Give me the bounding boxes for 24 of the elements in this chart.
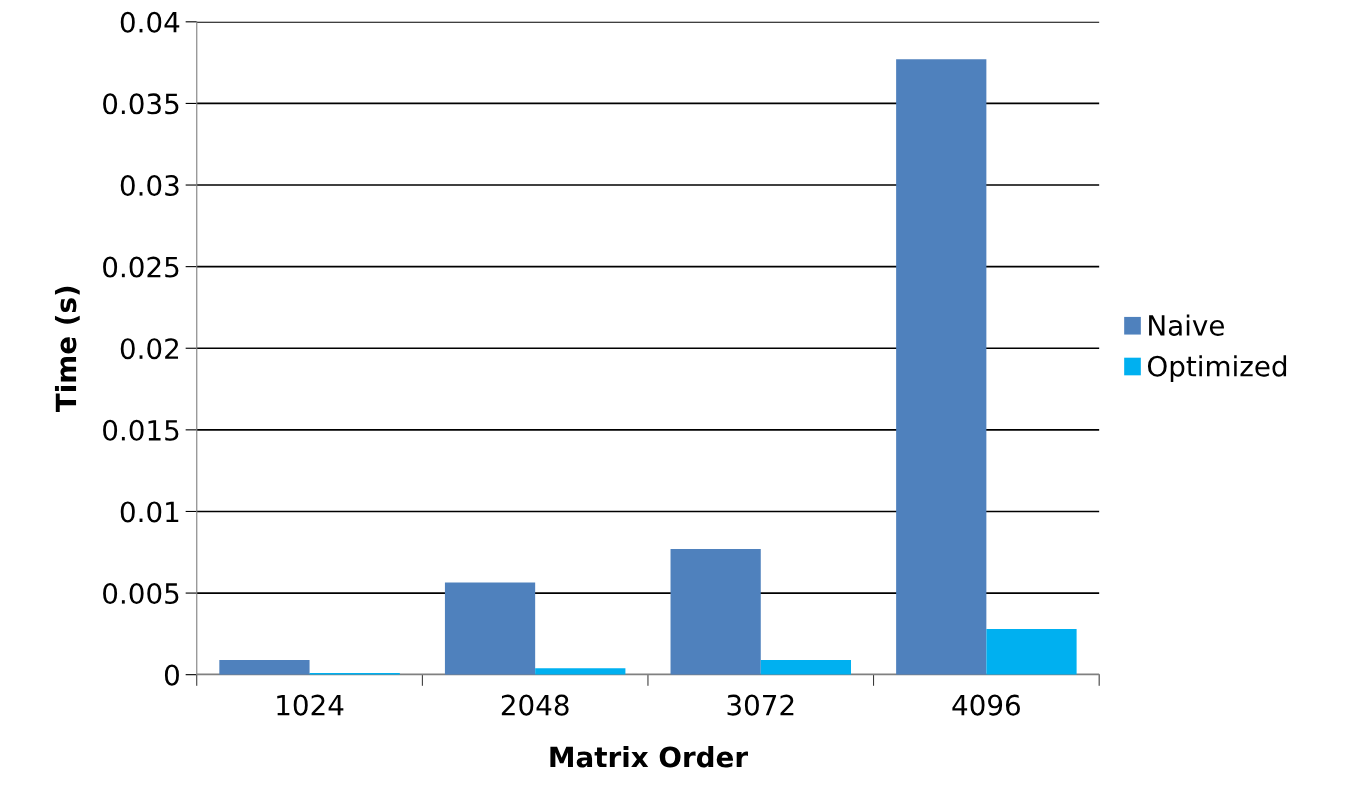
- y-tick-label: 0.025: [103, 256, 179, 278]
- y-tick-label: 0: [164, 664, 179, 686]
- x-tick-label: 3072: [727, 694, 794, 716]
- y-tick-label: 0.02: [120, 338, 179, 360]
- y-tick-label: 0.015: [103, 419, 179, 441]
- bar: [219, 659, 310, 675]
- bar: [986, 628, 1077, 675]
- bar: [444, 582, 536, 675]
- bar: [670, 549, 761, 675]
- x-tick-label: 4096: [952, 694, 1020, 716]
- x-tick-label: 2048: [501, 694, 569, 716]
- x-tick-label: 1024: [277, 694, 344, 716]
- y-tick-label: 0.04: [120, 11, 180, 33]
- y-tick-label: 0.035: [103, 93, 179, 115]
- bar: [896, 59, 987, 675]
- y-tick-label: 0.005: [103, 583, 179, 605]
- bar: [760, 659, 852, 675]
- x-axis-title: Matrix Order: [550, 746, 748, 768]
- legend-label: Naive: [1149, 314, 1224, 336]
- y-axis-title: Time (s): [54, 286, 80, 413]
- y-tick-label: 0.03: [120, 174, 179, 196]
- y-tick-label: 0.01: [120, 501, 179, 523]
- legend-label: Optimized: [1147, 355, 1287, 383]
- bar: [535, 668, 626, 675]
